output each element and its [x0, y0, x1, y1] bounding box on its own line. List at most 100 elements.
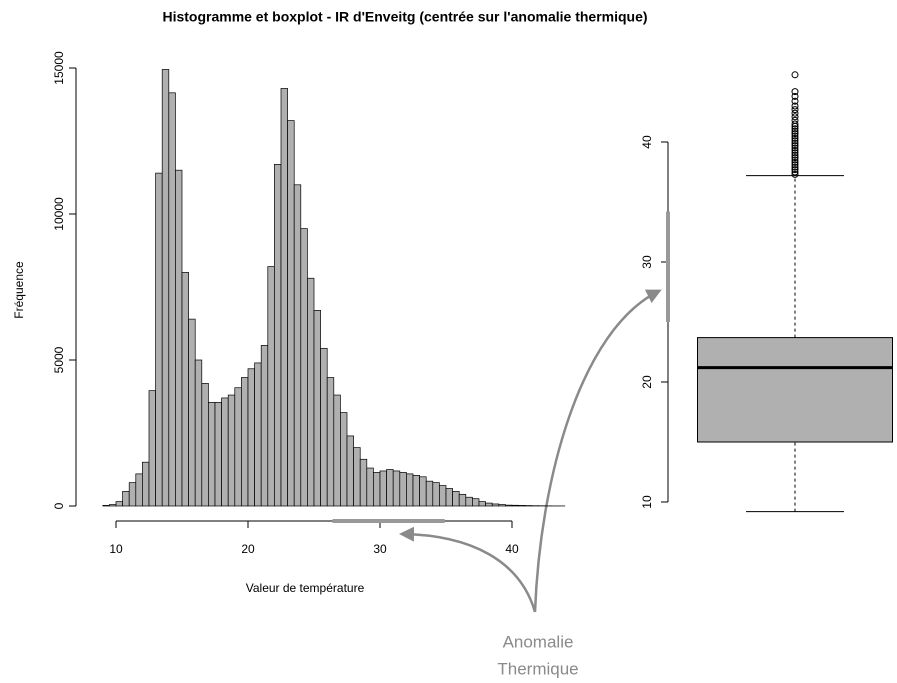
bar	[300, 228, 308, 507]
outlier	[791, 106, 799, 114]
outlier	[791, 97, 799, 105]
bar	[412, 474, 420, 507]
bar	[175, 169, 183, 507]
outlier	[791, 71, 799, 79]
bar	[399, 472, 407, 507]
bar	[260, 345, 269, 507]
bar	[155, 172, 163, 507]
chart-title: Histogramme et boxplot - IR d'Enveitg (c…	[162, 9, 647, 25]
bar	[208, 401, 216, 507]
outlier	[791, 144, 799, 152]
bar	[419, 476, 427, 507]
bar	[267, 266, 275, 507]
bar	[485, 502, 493, 507]
bar	[221, 397, 229, 507]
bar	[498, 504, 506, 507]
x-tick-label: 30	[373, 542, 387, 556]
bar	[161, 69, 170, 507]
bar	[201, 383, 209, 507]
y-axis-label: Fréquence	[12, 261, 26, 319]
arrow	[399, 526, 537, 613]
bar	[340, 412, 348, 507]
outlier	[791, 161, 799, 169]
bar	[505, 504, 513, 507]
x-axis-label: Valeur de température	[246, 581, 365, 595]
bar	[392, 470, 401, 507]
bar	[227, 394, 236, 507]
y-tick-label: 20	[640, 375, 654, 389]
bar	[280, 88, 288, 507]
bar	[148, 390, 156, 507]
outlier	[791, 116, 799, 124]
bar	[359, 458, 368, 507]
outlier	[791, 166, 799, 174]
y-tick-label: 30	[640, 255, 654, 269]
bar	[181, 272, 189, 507]
bar	[142, 461, 150, 507]
bar	[109, 504, 117, 507]
outlier	[791, 158, 799, 166]
outlier	[791, 154, 799, 162]
outlier	[791, 88, 799, 96]
bar	[425, 480, 434, 507]
x-tick-label: 40	[505, 542, 519, 556]
bar	[465, 496, 473, 507]
bar	[128, 482, 137, 507]
y-tick-label: 5000	[52, 346, 66, 373]
bar	[307, 277, 315, 507]
annotation: Thermique	[497, 659, 578, 678]
outlier	[791, 102, 799, 110]
bar	[379, 470, 387, 507]
outlier	[791, 125, 799, 133]
bar	[333, 394, 341, 507]
bar	[122, 491, 130, 507]
outlier	[791, 120, 799, 128]
y-tick-label: 40	[640, 135, 654, 149]
outlier	[791, 156, 799, 164]
bar	[472, 498, 480, 507]
bar	[445, 488, 453, 507]
y-tick-label: 10	[640, 495, 654, 509]
x-tick-label: 10	[109, 542, 123, 556]
outlier	[791, 127, 799, 135]
outlier	[791, 130, 799, 138]
outlier	[791, 109, 799, 117]
x-tick-label: 20	[241, 542, 255, 556]
outlier	[791, 168, 799, 176]
bar	[491, 503, 500, 507]
bar	[373, 472, 381, 507]
bar	[478, 501, 486, 507]
outlier	[791, 149, 799, 157]
box	[697, 337, 893, 443]
arrow	[533, 289, 662, 613]
bar	[293, 184, 302, 507]
bar	[194, 359, 203, 507]
bar	[135, 473, 143, 507]
outlier	[791, 113, 799, 121]
bar	[241, 377, 249, 507]
bar	[214, 401, 222, 507]
bar	[452, 491, 460, 507]
bar	[432, 482, 440, 507]
bar	[320, 347, 328, 507]
outlier	[791, 170, 799, 178]
bar	[458, 493, 467, 507]
bar	[313, 310, 321, 507]
outlier	[791, 134, 799, 142]
bar	[326, 377, 335, 507]
bar	[406, 473, 414, 507]
bar	[168, 92, 176, 507]
outlier	[791, 137, 799, 145]
bar	[234, 387, 242, 507]
bar	[353, 447, 361, 507]
annotation: Anomalie	[503, 632, 574, 651]
outlier	[791, 151, 799, 159]
bar	[188, 318, 196, 507]
outlier	[791, 92, 799, 100]
outlier	[791, 146, 799, 154]
y-tick-label: 10000	[52, 197, 66, 231]
outlier	[791, 139, 799, 147]
bar	[346, 435, 354, 507]
bar	[511, 504, 519, 507]
